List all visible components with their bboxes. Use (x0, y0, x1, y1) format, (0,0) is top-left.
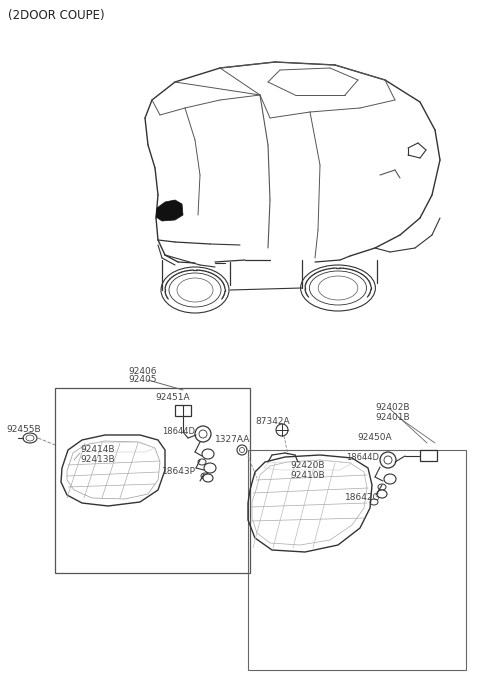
Ellipse shape (240, 447, 244, 453)
Polygon shape (156, 200, 183, 221)
Text: 18643P: 18643P (162, 467, 196, 477)
Text: 1327AA: 1327AA (215, 436, 251, 445)
Text: 92402B: 92402B (375, 403, 409, 412)
Ellipse shape (377, 490, 387, 498)
Bar (175, 405, 191, 416)
Ellipse shape (380, 452, 396, 468)
Ellipse shape (198, 459, 206, 465)
Ellipse shape (23, 433, 37, 443)
Text: (2DOOR COUPE): (2DOOR COUPE) (8, 10, 105, 23)
Text: 92414B: 92414B (80, 445, 115, 455)
Text: 18644D: 18644D (162, 427, 195, 436)
Ellipse shape (384, 474, 396, 484)
Text: 92401B: 92401B (375, 412, 409, 421)
Ellipse shape (195, 426, 211, 442)
Ellipse shape (199, 430, 207, 438)
Text: 92413B: 92413B (80, 455, 115, 464)
Bar (420, 450, 437, 461)
Ellipse shape (237, 445, 247, 455)
Text: 92450A: 92450A (357, 434, 392, 442)
Ellipse shape (204, 463, 216, 473)
Ellipse shape (370, 499, 378, 505)
Ellipse shape (378, 484, 386, 490)
Ellipse shape (384, 456, 392, 464)
Text: 18642G: 18642G (345, 493, 381, 503)
Bar (55, 388, 250, 573)
Text: 18644D: 18644D (346, 453, 379, 462)
Text: 92405: 92405 (128, 375, 156, 384)
Ellipse shape (203, 474, 213, 482)
Ellipse shape (201, 473, 209, 479)
Ellipse shape (26, 435, 34, 441)
Text: 87342A: 87342A (255, 418, 289, 427)
Text: 92451A: 92451A (155, 394, 190, 403)
Ellipse shape (202, 449, 214, 459)
Text: 92420B: 92420B (290, 462, 324, 471)
Ellipse shape (276, 424, 288, 436)
Text: 92406: 92406 (128, 366, 156, 375)
Bar (248, 450, 466, 670)
Text: 92455B: 92455B (6, 425, 41, 434)
Text: 92410B: 92410B (290, 471, 324, 480)
